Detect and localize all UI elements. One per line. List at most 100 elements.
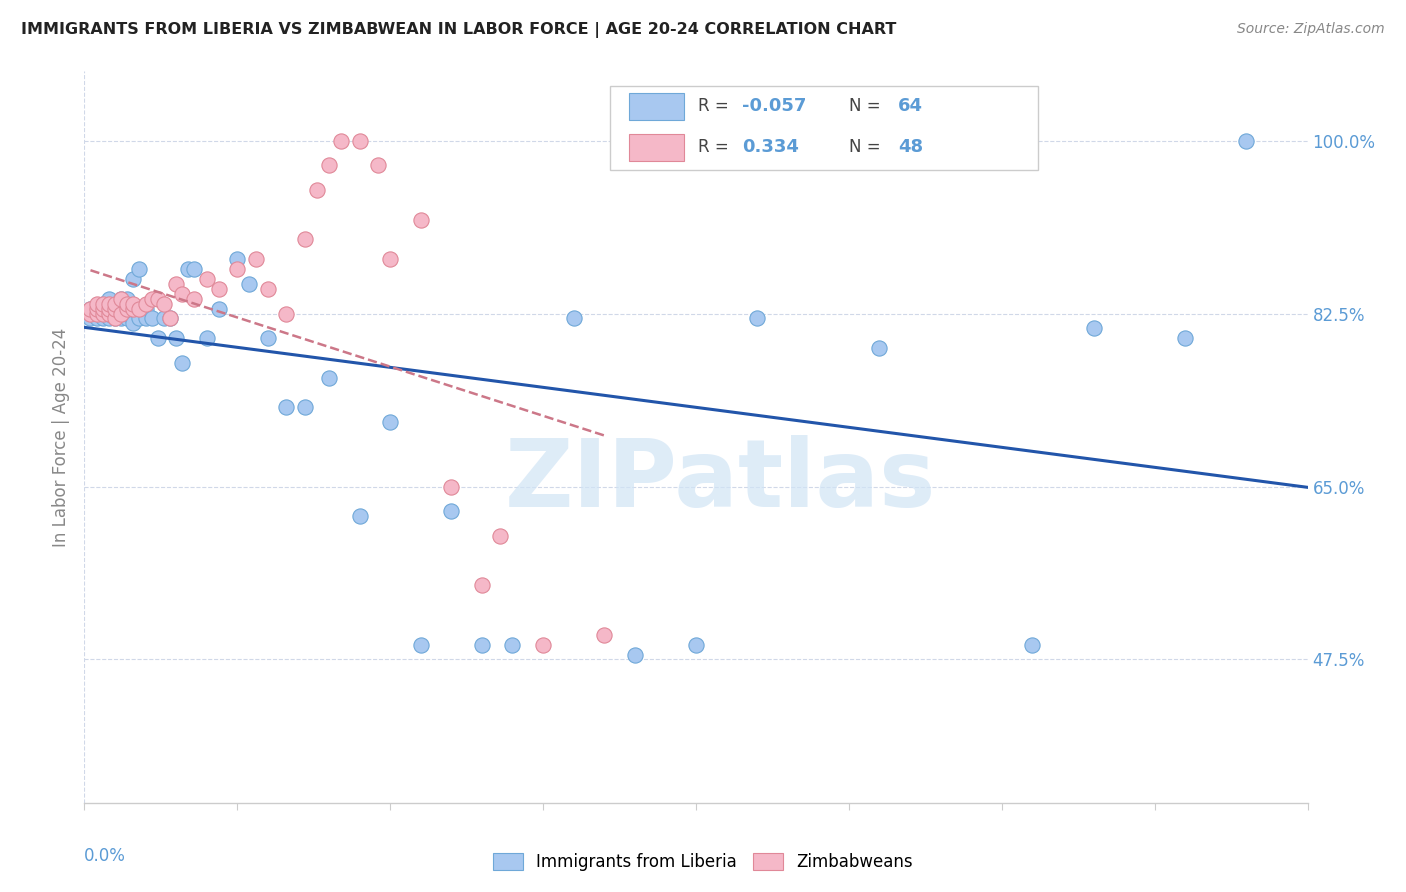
Point [115, 292, 138, 306]
Point [195, 272, 218, 286]
Point [135, 301, 157, 316]
Point [305, 183, 328, 197]
Point [440, 504, 463, 518]
Point [79, 306, 101, 320]
Point [135, 311, 157, 326]
Point [165, 331, 187, 345]
Point [380, 415, 402, 429]
Point [1174, 331, 1197, 345]
Point [440, 479, 463, 493]
Point [91, 296, 114, 310]
Text: N =: N = [849, 138, 886, 156]
FancyBboxPatch shape [628, 93, 683, 120]
Point [104, 311, 127, 326]
Text: R =: R = [699, 97, 734, 115]
Point [349, 509, 371, 524]
Point [685, 638, 707, 652]
Point [276, 306, 298, 320]
Point [349, 134, 371, 148]
Point [79, 301, 101, 316]
Point [245, 252, 267, 267]
Point [104, 311, 127, 326]
Point [86, 311, 108, 326]
Point [183, 292, 205, 306]
Point [110, 292, 132, 306]
Point [110, 311, 132, 326]
Point [91, 306, 114, 320]
Point [104, 306, 127, 320]
Point [183, 262, 205, 277]
Point [91, 306, 114, 320]
FancyBboxPatch shape [610, 86, 1039, 170]
Point [79, 306, 101, 320]
Point [86, 306, 108, 320]
Point [122, 272, 145, 286]
Point [257, 282, 280, 296]
Point [86, 301, 108, 316]
Text: -0.057: -0.057 [742, 97, 807, 115]
Point [502, 638, 524, 652]
Point [330, 134, 353, 148]
Point [294, 232, 316, 246]
Y-axis label: In Labor Force | Age 20-24: In Labor Force | Age 20-24 [52, 327, 70, 547]
Point [97, 292, 120, 306]
Point [86, 301, 108, 316]
Point [141, 292, 163, 306]
Point [97, 301, 120, 316]
Point [122, 301, 145, 316]
Point [104, 296, 127, 310]
Point [226, 252, 249, 267]
Point [128, 311, 150, 326]
Point [86, 306, 108, 320]
Point [195, 331, 218, 345]
Point [122, 317, 145, 331]
Point [294, 401, 316, 415]
Text: 64: 64 [898, 97, 922, 115]
Point [115, 306, 138, 320]
Point [97, 306, 120, 320]
Point [146, 292, 169, 306]
Point [489, 529, 512, 543]
Point [238, 277, 260, 291]
Point [1083, 321, 1105, 335]
Point [177, 262, 200, 277]
Point [208, 301, 231, 316]
Point [104, 301, 127, 316]
Point [91, 311, 114, 326]
Point [531, 638, 554, 652]
Point [110, 292, 132, 306]
Point [409, 638, 432, 652]
Point [159, 311, 181, 326]
Point [97, 301, 120, 316]
Point [471, 578, 494, 592]
Point [593, 628, 616, 642]
Point [97, 311, 120, 326]
Point [1236, 134, 1258, 148]
Point [624, 648, 647, 662]
Point [409, 212, 432, 227]
Point [122, 301, 145, 316]
Point [172, 286, 194, 301]
Point [165, 277, 187, 291]
Text: 0.0%: 0.0% [84, 847, 127, 864]
Point [79, 301, 101, 316]
Text: Source: ZipAtlas.com: Source: ZipAtlas.com [1237, 22, 1385, 37]
Point [869, 341, 891, 355]
Point [141, 311, 163, 326]
Point [97, 306, 120, 320]
Point [318, 158, 340, 172]
Point [91, 306, 114, 320]
Point [110, 306, 132, 320]
Point [208, 282, 231, 296]
Point [115, 296, 138, 310]
Point [135, 296, 157, 310]
FancyBboxPatch shape [628, 134, 683, 161]
Point [226, 262, 249, 277]
Text: R =: R = [699, 138, 740, 156]
Point [380, 252, 402, 267]
Point [91, 301, 114, 316]
Point [115, 301, 138, 316]
Text: 0.334: 0.334 [742, 138, 800, 156]
Point [146, 331, 169, 345]
Point [276, 401, 298, 415]
